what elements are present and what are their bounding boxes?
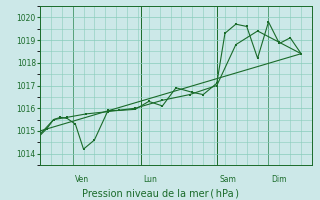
Text: Dim: Dim (271, 175, 287, 184)
Text: Ven: Ven (76, 175, 90, 184)
Text: Sam: Sam (220, 175, 236, 184)
Text: Pression niveau de la mer ( hPa ): Pression niveau de la mer ( hPa ) (82, 188, 238, 198)
Text: Lun: Lun (143, 175, 157, 184)
